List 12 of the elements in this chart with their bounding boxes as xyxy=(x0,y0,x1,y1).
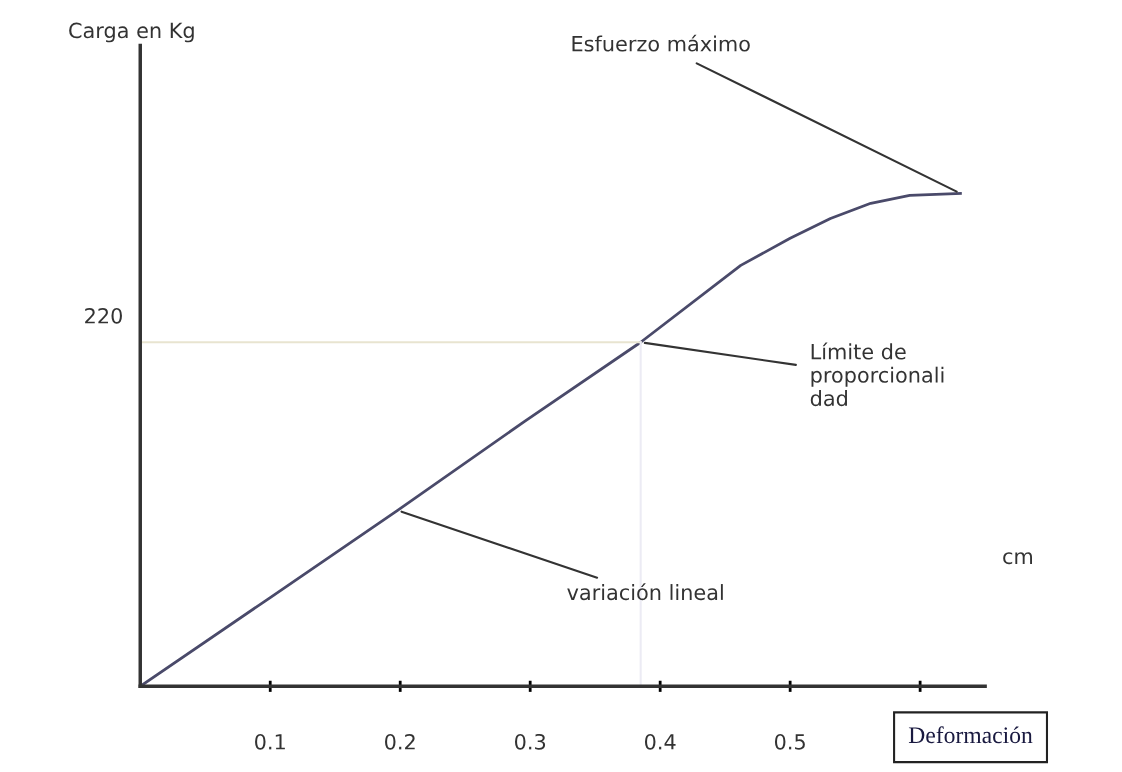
text: Carga en Kg xyxy=(69,22,194,43)
text: 220 xyxy=(85,307,122,324)
x-tick-label: 0.3 xyxy=(515,733,546,750)
x-tick-label: 0.2 xyxy=(385,733,415,750)
x-tick-label: 0.1 xyxy=(255,733,285,750)
x-tick-label: 0.4 xyxy=(644,733,676,750)
x-axis-title: Deformación xyxy=(908,726,1033,744)
annotation: variación lineal xyxy=(567,583,723,601)
annotation: Límite de proporcionali dad xyxy=(810,342,944,407)
x-tick-label: 0.5 xyxy=(774,733,805,750)
annotation: Esfuerzo máximo xyxy=(572,34,750,52)
text: cm xyxy=(1003,552,1032,565)
